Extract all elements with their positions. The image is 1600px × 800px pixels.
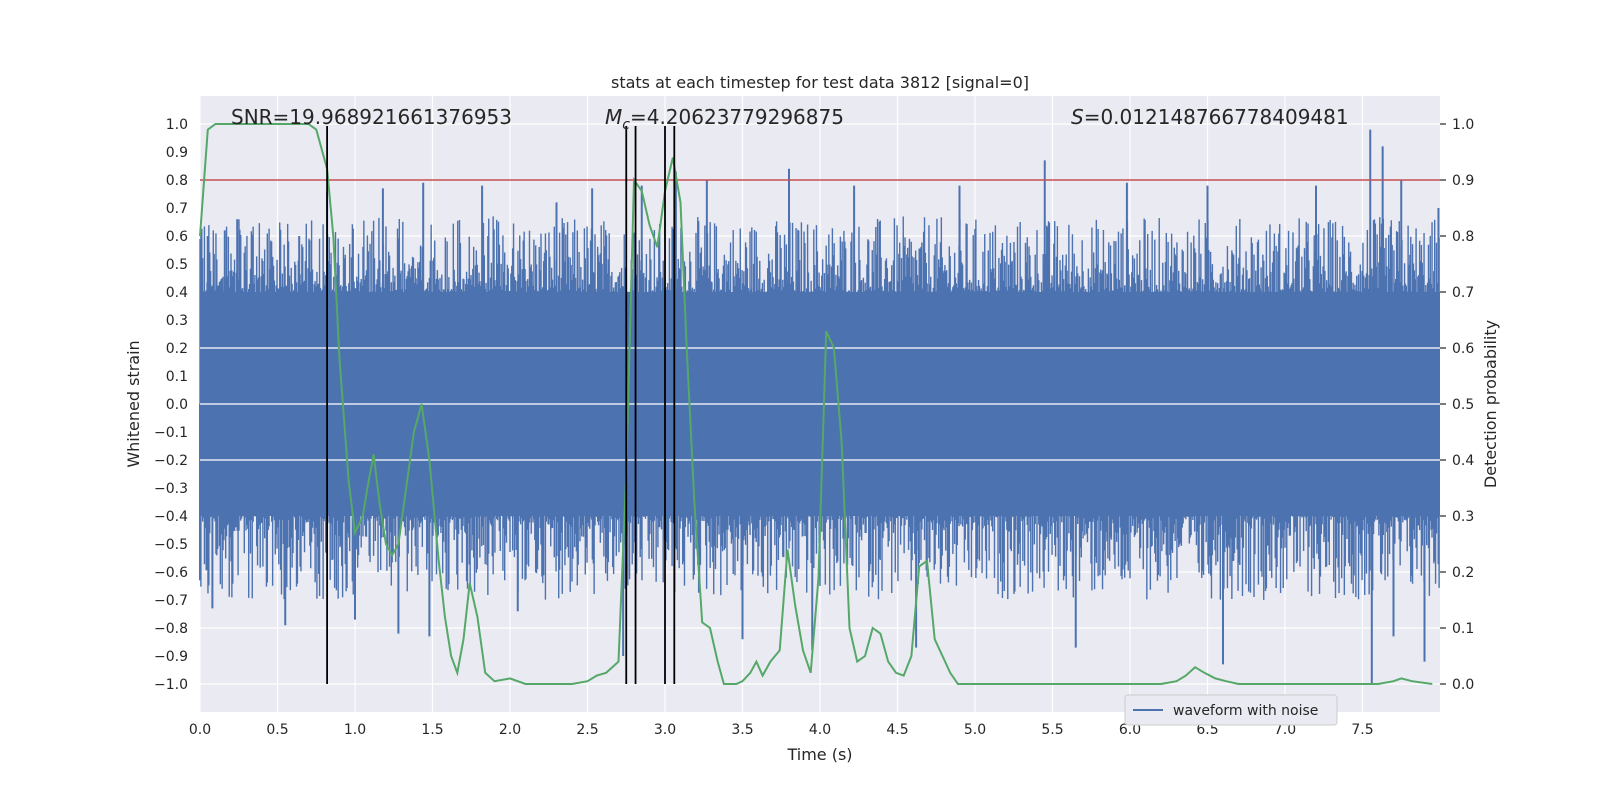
x-tick-label: 0.5 xyxy=(266,722,288,738)
y-tick-label: −0.7 xyxy=(154,593,188,609)
chirp-mass-annotation: Mc=4.20623779296875 xyxy=(605,105,844,133)
chirp-mass-subscript: c xyxy=(622,117,630,133)
y-axis-ticks: 1.0 0.9 0.8 0.7 0.6 0.5 0.4 0.3 0.2 0.1 0.0 −0.1 −0.… xyxy=(154,117,188,693)
y-tick-label: −0.4 xyxy=(154,509,188,525)
y2-tick-label: 0.0 xyxy=(1452,677,1474,693)
x-tick-label: 3.0 xyxy=(654,722,676,738)
y2-tick-label: 0.9 xyxy=(1452,173,1474,189)
chirp-mass-symbol: M xyxy=(605,105,622,129)
y-axis-label: Whitened strain xyxy=(124,340,143,467)
y2-axis-label: Detection probability xyxy=(1481,320,1500,488)
y-tick-label: 0.1 xyxy=(166,369,188,385)
y2-tick-label: 0.6 xyxy=(1452,341,1474,357)
x-tick-label: 1.5 xyxy=(421,722,443,738)
x-tick-label: 4.0 xyxy=(809,722,831,738)
x-tick-label: 5.0 xyxy=(964,722,986,738)
y-tick-label: 1.0 xyxy=(166,117,188,133)
x-tick-label: 3.5 xyxy=(731,722,753,738)
snr-annotation: SNR=19.968921661376953 xyxy=(231,105,512,129)
y-tick-label: −0.9 xyxy=(154,649,188,665)
detection-probability-series xyxy=(199,123,1433,685)
y2-tick-label: 0.7 xyxy=(1452,285,1474,301)
score-symbol: S xyxy=(1071,105,1084,129)
x-tick-label: 7.5 xyxy=(1351,722,1373,738)
y2-tick-label: 0.8 xyxy=(1452,229,1474,245)
x-tick-label: 2.0 xyxy=(499,722,521,738)
y-tick-label: 0.3 xyxy=(166,313,188,329)
y-tick-label: 0.5 xyxy=(166,257,188,273)
x-axis-label: Time (s) xyxy=(786,745,852,764)
y2-tick-label: 1.0 xyxy=(1452,117,1474,133)
y-tick-label: −0.6 xyxy=(154,565,188,581)
detection-probability-line xyxy=(199,123,1433,685)
x-tick-label: 2.5 xyxy=(576,722,598,738)
y-tick-label: −0.3 xyxy=(154,481,188,497)
x-tick-label: 6.5 xyxy=(1196,722,1218,738)
chirp-mass-value: =4.20623779296875 xyxy=(630,105,844,129)
legend: waveform with noise xyxy=(1124,694,1338,726)
y-tick-label: −0.5 xyxy=(154,537,188,553)
x-tick-label: 7.0 xyxy=(1274,722,1296,738)
y-tick-label: −1.0 xyxy=(154,677,188,693)
y2-tick-label: 0.1 xyxy=(1452,621,1474,637)
x-tick-label: 6.0 xyxy=(1119,722,1141,738)
score-value: =0.012148766778409481 xyxy=(1084,105,1349,129)
y-tick-label: 0.9 xyxy=(166,145,188,161)
y-tick-label: −0.1 xyxy=(154,425,188,441)
vertical-markers xyxy=(326,126,676,684)
score-annotation: S=0.012148766778409481 xyxy=(1071,105,1349,129)
x-tick-label: 0.0 xyxy=(189,722,211,738)
y2-axis-ticks: 1.0 0.9 0.8 0.7 0.6 0.5 0.4 0.3 0.2 0.1 0.0 xyxy=(1440,117,1474,693)
y2-tick-label: 0.5 xyxy=(1452,397,1474,413)
y-tick-label: 0.2 xyxy=(166,341,188,357)
y-tick-label: −0.8 xyxy=(154,621,188,637)
y-tick-label: 0.0 xyxy=(166,397,188,413)
y-tick-label: 0.8 xyxy=(166,173,188,189)
x-tick-label: 1.0 xyxy=(344,722,366,738)
x-axis-ticks: 0.0 0.5 1.0 1.5 2.0 2.5 3.0 3.5 4.0 4.5 5.0 5.5 6.0 6… xyxy=(189,722,1374,738)
x-tick-label: 5.5 xyxy=(1041,722,1063,738)
y-tick-label: 0.4 xyxy=(166,285,188,301)
y-tick-label: 0.7 xyxy=(166,201,188,217)
y2-tick-label: 0.3 xyxy=(1452,509,1474,525)
y-tick-label: 0.6 xyxy=(166,229,188,245)
legend-label: waveform with noise xyxy=(1173,703,1318,719)
y2-tick-label: 0.4 xyxy=(1452,453,1474,469)
x-tick-label: 4.5 xyxy=(886,722,908,738)
chart-title: stats at each timestep for test data 381… xyxy=(611,73,1029,92)
y-tick-label: −0.2 xyxy=(154,453,188,469)
y2-tick-label: 0.2 xyxy=(1452,565,1474,581)
legend-box xyxy=(1124,694,1338,726)
